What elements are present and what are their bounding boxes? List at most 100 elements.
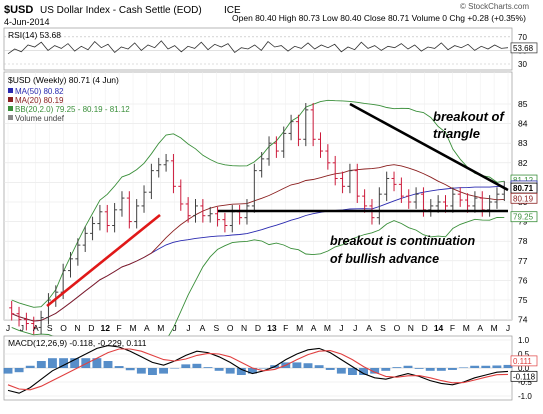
macd-histogram-bar (248, 368, 257, 374)
annotation-continuation-2: of bullish advance (330, 252, 439, 266)
price-bar (259, 152, 265, 178)
price-bar (200, 199, 206, 223)
macd-last-value: 0.111 (513, 357, 532, 366)
time-tick-label: A (33, 323, 39, 333)
time-tick-label: O (60, 323, 67, 333)
price-bar (207, 206, 213, 223)
macd-histogram-bar (425, 368, 435, 371)
rsi-line (7, 40, 509, 55)
annotation-continuation-1: breakout is continuation (330, 234, 476, 248)
price-bar (222, 212, 228, 233)
price-bar (472, 191, 478, 213)
legend-swatch-ma20 (8, 97, 13, 102)
macd-histogram-bar (81, 358, 91, 368)
macd-histogram-bar (314, 365, 324, 368)
symbol: $USD (4, 4, 33, 16)
price-bar (303, 103, 309, 147)
macd-histogram-bar (325, 368, 335, 370)
macd-histogram-bar (25, 365, 35, 368)
ma20-line (11, 164, 505, 322)
macd-histogram-bar (336, 368, 346, 374)
macd-histogram-bar (470, 365, 480, 368)
price-bar (90, 216, 96, 241)
time-tick-label: A (200, 323, 206, 333)
time-tick-label: A (144, 323, 150, 333)
price-bar (457, 187, 463, 207)
price-bar (170, 153, 176, 194)
macd-histogram-bar (414, 368, 424, 369)
price-bar (295, 114, 301, 147)
time-tick-label: M (296, 323, 303, 333)
price-bar (215, 206, 221, 227)
time-tick-label: D (255, 323, 261, 333)
time-tick-label: F (117, 323, 122, 333)
price-tick-label: 78 (518, 236, 528, 246)
time-tick-label: F (283, 323, 288, 333)
time-tick-label: 13 (267, 323, 277, 333)
price-tick-label: 75 (518, 295, 528, 305)
time-tick-label: N (241, 323, 247, 333)
time-tick-label: O (227, 323, 234, 333)
price-bar (156, 157, 162, 178)
price-bar (406, 189, 412, 209)
credit: © StockCharts.com (460, 2, 529, 11)
legend-swatch-bb (8, 106, 13, 111)
macd-histogram-bar (70, 358, 80, 368)
price-bar (494, 187, 500, 209)
legend-ma20: MA(20) 80.19 (15, 96, 64, 105)
price-bar (112, 202, 118, 233)
price-bar (31, 316, 37, 335)
time-tick-label: M (129, 323, 136, 333)
macd-histogram-bar (348, 368, 357, 375)
macd-label: MACD(12,26,9) -0.118, -0.229, 0.111 (8, 338, 147, 348)
macd-tick-label: 1.0 (518, 336, 530, 345)
time-tick-label: M (463, 323, 470, 333)
bollinger-upper-line (11, 99, 505, 308)
time-tick-label: J (186, 323, 190, 333)
price-bar (126, 191, 132, 229)
price-bar (347, 163, 353, 194)
macd-histogram-bar (159, 368, 168, 374)
price-bar (281, 126, 287, 158)
price-bar (185, 197, 191, 223)
price-bar (288, 114, 294, 141)
macd-tick-label: 0.5 (518, 350, 530, 359)
annotation-triangle-1: breakout of (433, 109, 505, 124)
time-tick-label: M (491, 323, 498, 333)
macd-histogram-bar (203, 367, 213, 368)
macd-line (7, 345, 509, 394)
time-tick-label: 12 (100, 323, 110, 333)
annotation-triangle-2: triangle (433, 126, 480, 141)
legend-swatch-ma50 (8, 88, 13, 93)
price-bar (68, 251, 73, 278)
time-tick-label: S (213, 323, 219, 333)
macd-histogram-bar (292, 362, 302, 368)
rsi-last-box (510, 42, 538, 54)
macd-histogram-bar (303, 363, 313, 368)
price-tick-label: 85 (518, 99, 528, 109)
price-legend: $USD (Weekly) 80.71 (4 Jun) MA(50) 80.82… (8, 75, 130, 123)
legend-title: $USD (Weekly) 80.71 (4 Jun) (8, 75, 119, 85)
time-tick-label: M (157, 323, 164, 333)
price-bar (97, 204, 103, 231)
price-tag-label: 80.71 (513, 184, 534, 193)
rsi-tick-label: 70 (518, 33, 527, 42)
price-bar (16, 306, 22, 327)
price-bar (134, 199, 140, 229)
legend-swatch-volume (8, 115, 13, 120)
price-tick-label: 84 (518, 119, 528, 129)
legend-volume: Volume undef (15, 114, 65, 123)
macd-histogram-bar (3, 368, 13, 374)
price-tag-close: 80.71 (510, 182, 538, 194)
macd-histogram-bar (136, 368, 146, 374)
price-bar (266, 136, 272, 166)
time-tick-label: A (311, 323, 317, 333)
macd-histogram-bar (359, 368, 368, 375)
price-bar (273, 136, 279, 158)
time-axis: J J A S O N D 12 F M A M J J A S O N D 13 F M A M J J A S O N D 14 F M A M J (6, 323, 510, 333)
macd-histogram-bar (448, 368, 457, 370)
date-label: 4-Jun-2014 (4, 17, 50, 27)
rsi-grid (4, 36, 512, 65)
